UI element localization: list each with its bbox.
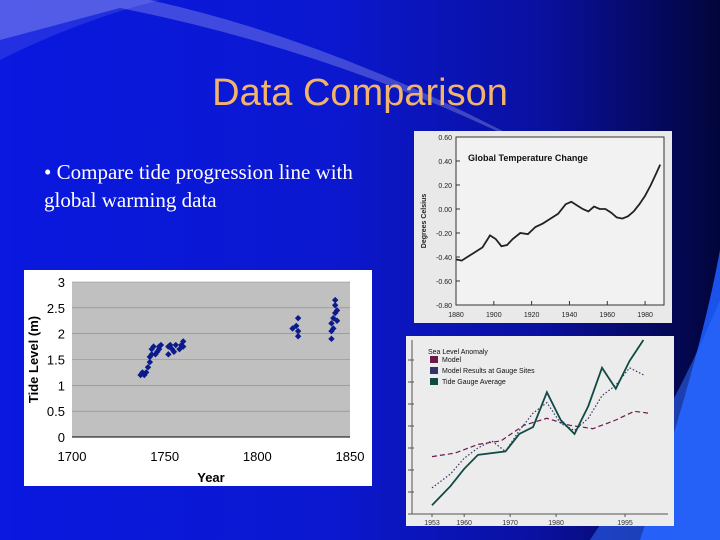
y-tick-label: 1 bbox=[58, 378, 65, 393]
temperature-line bbox=[455, 164, 662, 262]
data-point bbox=[328, 335, 335, 343]
y-tick-label: 0.5 bbox=[47, 404, 65, 419]
data-point bbox=[144, 364, 152, 371]
y-tick-label: 2 bbox=[58, 327, 65, 342]
data-point bbox=[170, 348, 178, 355]
y-tick-label: 1.5 bbox=[47, 353, 65, 368]
series-line-solid bbox=[431, 339, 645, 506]
x-tick-label: 1900 bbox=[486, 312, 502, 319]
x-tick-label: 1850 bbox=[336, 449, 365, 464]
tide-level-chart: 0 0.5 1 1.5 2 2.5 3 1700 1750 1800 1850 Year Tide Le… bbox=[24, 270, 372, 486]
x-tick-label: 1960 bbox=[456, 520, 472, 526]
legend-swatch bbox=[430, 378, 438, 385]
data-point bbox=[139, 369, 146, 376]
x-tick-label: 1880 bbox=[448, 312, 464, 319]
data-point bbox=[180, 338, 187, 345]
y-tick-label: 0.00 bbox=[438, 207, 452, 214]
data-point bbox=[142, 369, 150, 376]
y-tick-label: 0.60 bbox=[438, 135, 452, 142]
data-point bbox=[157, 341, 165, 349]
y-tick-label: 3 bbox=[58, 275, 65, 290]
series-line-dashed bbox=[431, 410, 649, 458]
plot-frame bbox=[455, 136, 665, 306]
data-point bbox=[294, 327, 302, 335]
data-point bbox=[331, 296, 339, 304]
data-point bbox=[289, 325, 296, 332]
data-point bbox=[328, 320, 335, 327]
data-point bbox=[172, 341, 179, 349]
x-tick-label: 1800 bbox=[243, 449, 272, 464]
y-tick-label: -0.20 bbox=[436, 231, 452, 238]
x-axis-label: Year bbox=[197, 470, 224, 485]
data-point bbox=[331, 302, 339, 309]
data-point bbox=[294, 314, 302, 322]
y-axis-label: Degrees Celsius bbox=[421, 194, 428, 249]
data-point bbox=[150, 343, 157, 350]
y-tick-label: -0.60 bbox=[436, 279, 452, 286]
data-point bbox=[154, 348, 161, 355]
data-point bbox=[137, 371, 144, 379]
data-point bbox=[141, 371, 148, 379]
data-point bbox=[165, 351, 172, 358]
sea-level-anomaly-chart: 1953 1960 1970 1980 1995 Sea Level Anomaly Mod… bbox=[406, 336, 674, 527]
data-point bbox=[152, 351, 159, 358]
y-tick-label: -0.40 bbox=[436, 255, 452, 262]
tide-chart-svg: 0 0.5 1 1.5 2 2.5 3 1700 1750 1800 1850 Year Tide Le… bbox=[26, 275, 365, 485]
x-tick-label: 1700 bbox=[58, 449, 87, 464]
x-tick-label: 1970 bbox=[502, 520, 518, 526]
y-tick-label: 0 bbox=[58, 430, 65, 445]
data-point bbox=[333, 307, 341, 314]
legend-swatch bbox=[430, 356, 438, 363]
data-point bbox=[146, 358, 154, 366]
data-point bbox=[330, 325, 337, 332]
slide-title: Data Comparison bbox=[212, 72, 508, 114]
bullet-text: • Compare tide progression line with glo… bbox=[44, 160, 353, 212]
y-tick-label: -0.80 bbox=[436, 303, 452, 310]
y-tick-label: 0.20 bbox=[438, 183, 452, 190]
x-tick-label: 1920 bbox=[524, 312, 540, 319]
x-tick-label: 1995 bbox=[617, 520, 633, 526]
y-axis-label: Tide Level (m) bbox=[26, 316, 41, 403]
legend-label: Model Results at Gauge Sites bbox=[442, 368, 535, 375]
data-point bbox=[293, 322, 300, 330]
y-tick-label: 2.5 bbox=[47, 301, 65, 316]
global-temperature-chart: 0.60 0.40 0.20 0.00 -0.20 -0.40 -0.60 -0.80 1880… bbox=[414, 131, 672, 323]
data-point bbox=[294, 333, 302, 340]
x-tick-label: 1980 bbox=[548, 520, 564, 526]
series-line-dotted bbox=[431, 367, 644, 489]
data-point bbox=[180, 343, 187, 350]
data-point bbox=[333, 317, 341, 324]
y-tick-label: 0.40 bbox=[438, 159, 452, 166]
chart-title: Sea Level Anomaly bbox=[428, 349, 488, 356]
legend-swatch bbox=[430, 367, 438, 374]
temperature-chart-svg: 0.60 0.40 0.20 0.00 -0.20 -0.40 -0.60 -0.80 1880… bbox=[421, 135, 665, 319]
legend-label: Model bbox=[442, 357, 462, 364]
legend-label: Tide Gauge Average bbox=[442, 379, 506, 386]
x-tick-label: 1960 bbox=[599, 312, 615, 319]
data-point bbox=[148, 351, 155, 358]
x-tick-label: 1940 bbox=[562, 312, 578, 319]
x-tick-label: 1750 bbox=[150, 449, 179, 464]
chart-title: Global Temperature Change bbox=[468, 153, 588, 163]
x-tick-label: 1980 bbox=[637, 312, 653, 319]
x-tick-label: 1953 bbox=[424, 520, 440, 526]
